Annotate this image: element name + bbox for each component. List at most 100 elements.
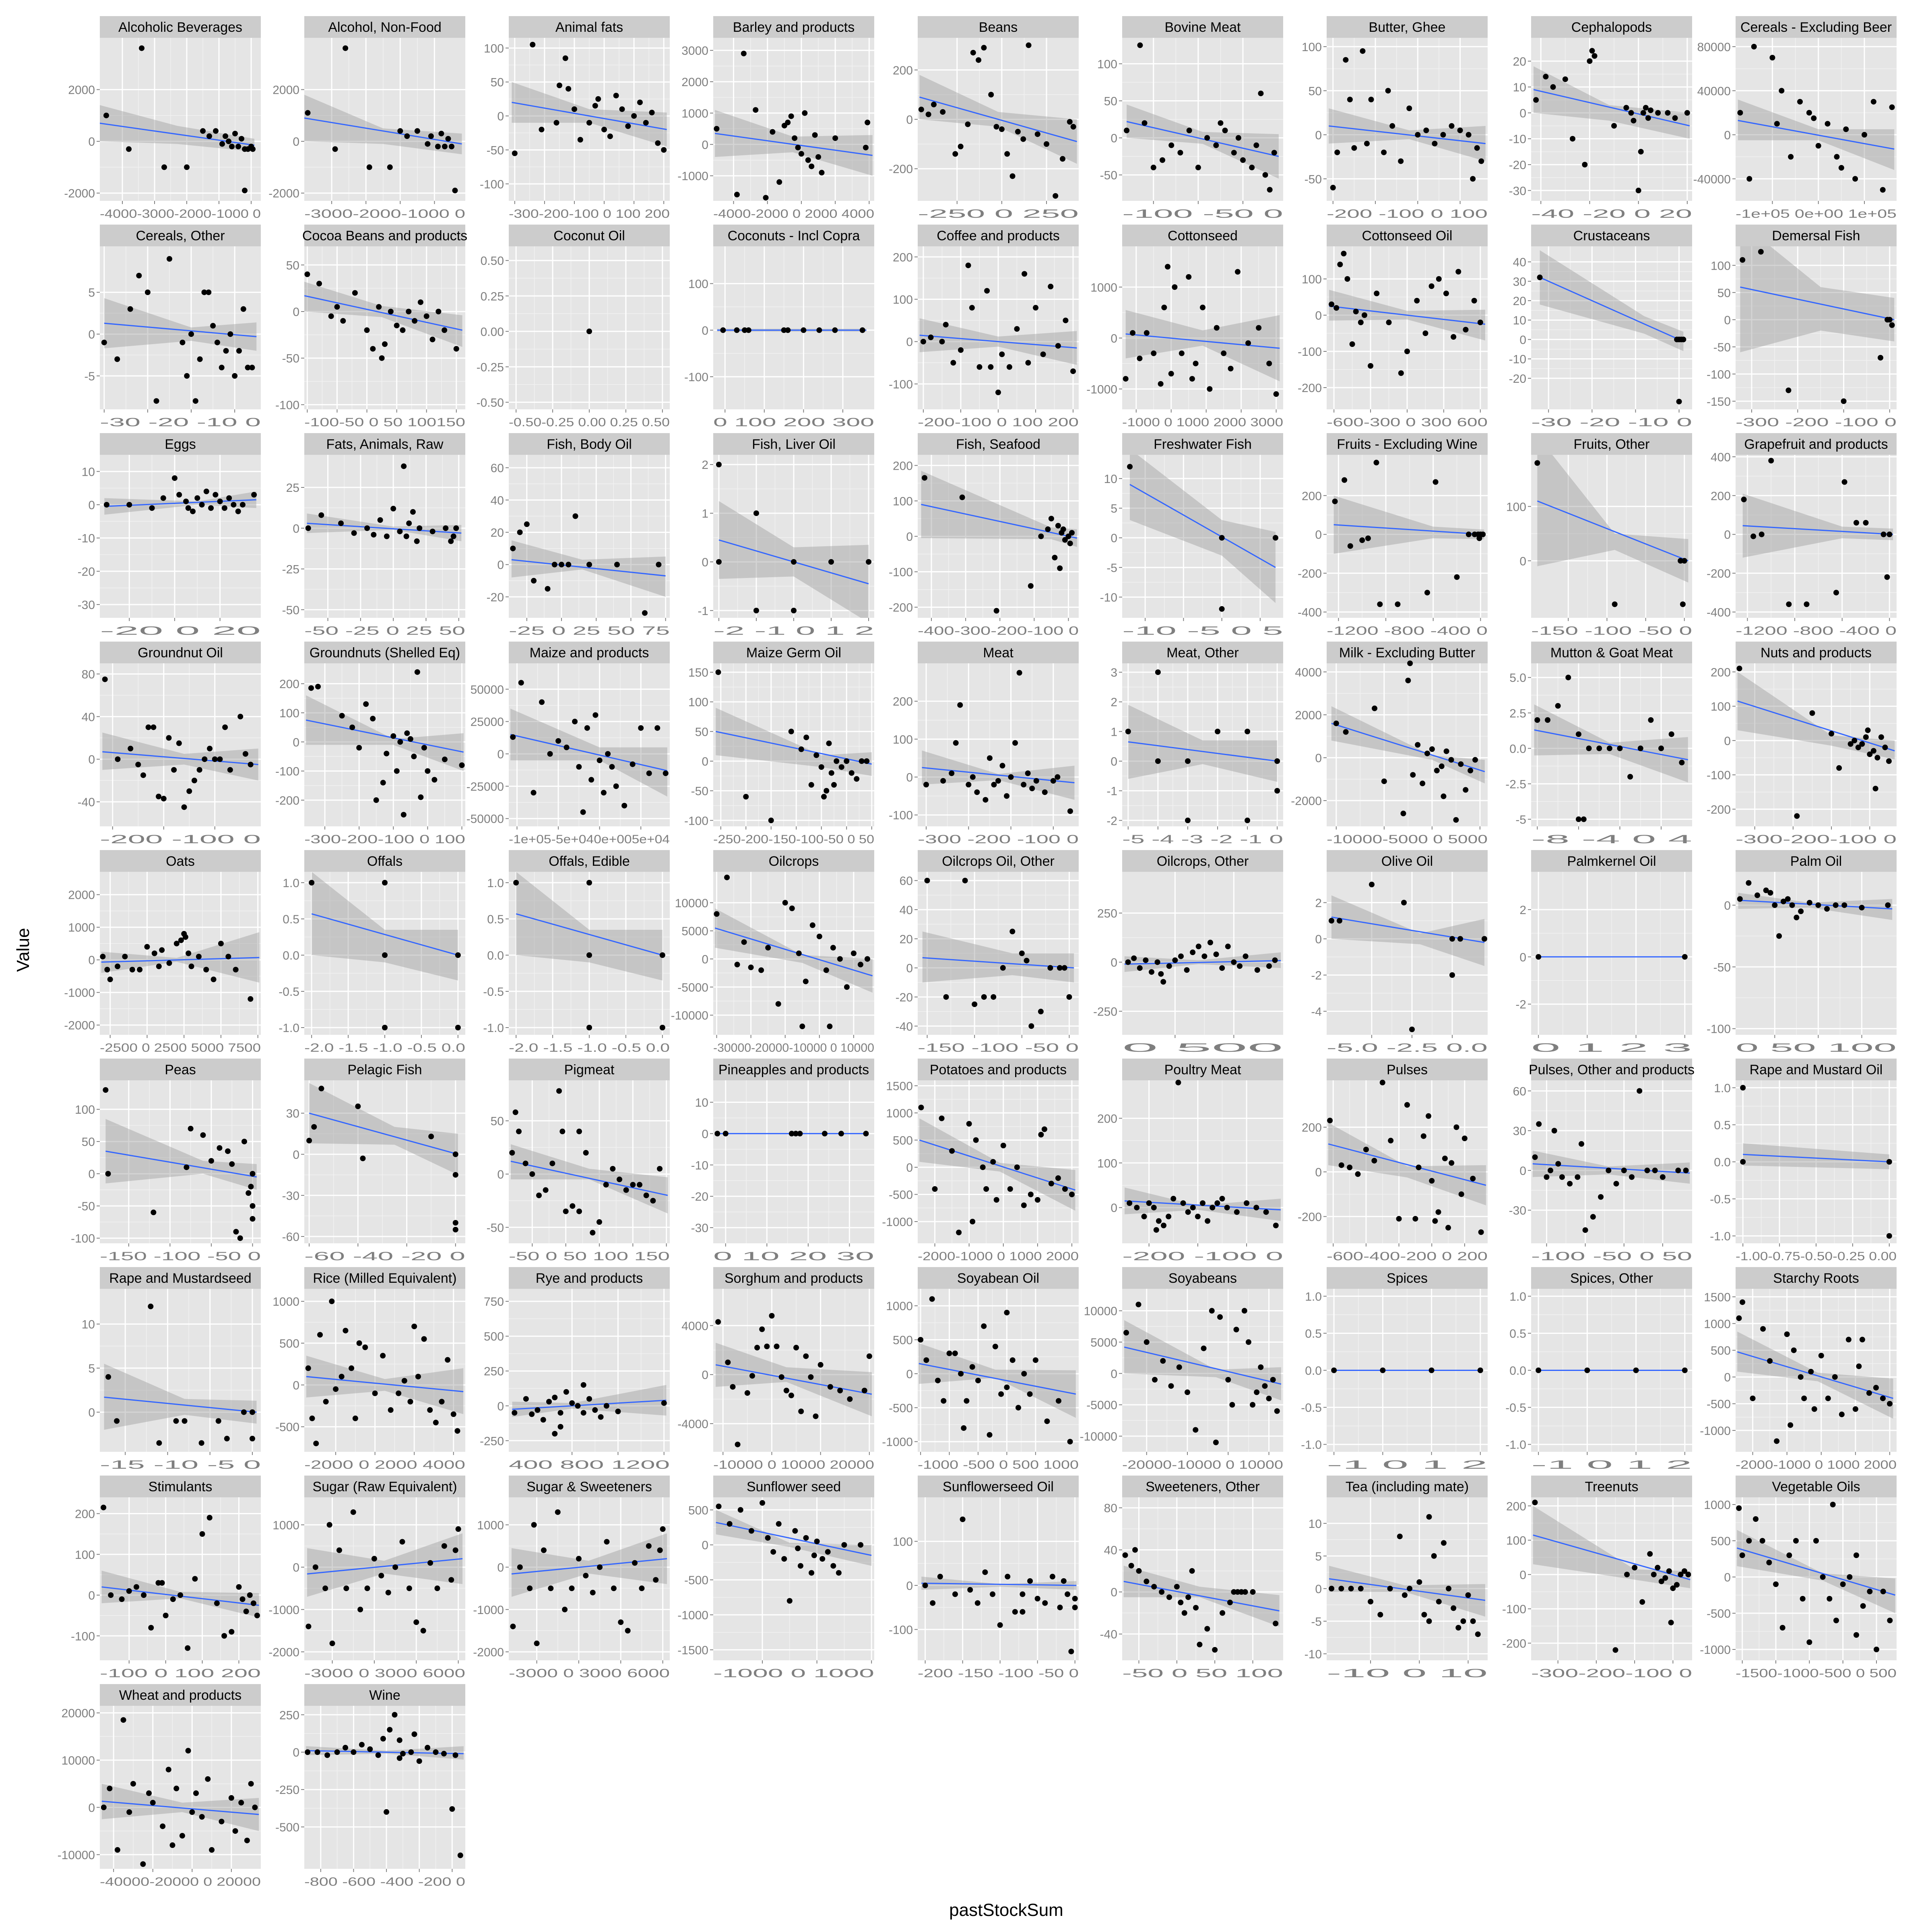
facet-title: Alcohol, Non-Food [328,20,442,35]
data-point [1407,661,1413,666]
y-tick-label: -0.25 [477,361,504,374]
facet-title: Maize Germ Oil [746,645,841,661]
data-point [128,745,134,751]
y-tick-label: 2.5 [1509,707,1526,720]
gridlines [713,1289,874,1452]
data-point [140,772,146,778]
data-point [421,745,427,751]
data-point [1880,1395,1886,1402]
data-point [950,360,956,366]
regression-line [921,504,1077,539]
data-point [818,764,824,770]
data-point [603,1182,609,1188]
y-tick-label: -200 [1298,382,1322,395]
data-point [313,1441,319,1447]
data-point [178,937,184,943]
y-tick-label: 0 [497,559,504,572]
panel-background [713,1289,874,1452]
y-tick-label: 1.0 [1714,1082,1731,1095]
data-point [551,561,557,568]
x-tick-labels: -40000-20000 0 20000 [100,1875,261,1889]
facet-strip [713,225,874,246]
facet-title: Starchy Roots [1773,1271,1859,1286]
data-point [799,1024,805,1030]
regression-line [306,1376,464,1392]
data-point [160,1823,166,1829]
x-tick-labels: -1 0 1 2 [1327,1458,1488,1472]
data-point [1024,958,1030,964]
facet-title: Offals [367,854,402,869]
data-point [1241,1308,1247,1314]
data-point [610,1166,616,1172]
data-point [1016,670,1022,676]
data-point [1681,558,1687,564]
data-point [306,1137,312,1144]
y-tick-label: 0 [497,1168,504,1181]
data-point [1008,774,1014,780]
y-tick-label: 10000 [62,1754,95,1767]
data-point [1254,1389,1260,1395]
y-tick-label: 0 [293,1746,299,1759]
data-point [569,1585,575,1591]
y-tick-label: 200 [1302,489,1322,503]
panel-background [918,663,1079,826]
data-point [1836,765,1842,771]
y-tick-label: -500 [275,1821,299,1834]
y-tick-label: 80000 [1697,41,1731,54]
y-tick-label: 0.00 [481,325,504,339]
data-point [1402,1592,1408,1598]
data-point [828,770,834,776]
facet-strip [1327,225,1488,246]
data-point [246,1190,252,1196]
y-tick-label: 60 [1513,1085,1526,1098]
y-tick-label: -100 [684,371,708,384]
data-point [1443,748,1449,754]
data-point [832,135,838,141]
data-point [1841,398,1847,404]
data-point [433,1420,439,1426]
data-point [781,327,787,333]
data-point [769,1313,775,1319]
data-point [1334,149,1340,155]
data-point [387,1727,393,1733]
data-point [1197,1641,1203,1647]
data-point [227,767,233,773]
data-point [586,1396,592,1402]
data-point [724,874,730,880]
x-tick-labels: 0 1 2 3 [1531,1041,1692,1055]
facet-panel: Cocoa Beans and products-100-50050-100-5… [275,225,467,429]
panel-background [1122,1080,1283,1243]
data-point [1640,110,1646,116]
data-point [126,502,132,508]
gridlines [1327,663,1488,826]
data-point [1534,717,1540,723]
facet-title: Offals, Edible [549,854,630,869]
y-tick-label: 0 [88,1406,95,1419]
facet-title: Rye and products [536,1271,643,1286]
data-point [1832,1374,1838,1380]
data-point [1878,734,1884,740]
y-tick-label: 60 [900,875,913,888]
data-point [370,346,376,352]
data-point [1165,264,1171,270]
x-tick-labels: -1200 -800 -400 0 [1736,624,1897,638]
data-point [987,755,993,761]
data-point [161,164,167,170]
data-point [1042,1600,1048,1606]
data-point [1635,188,1641,194]
panel-background [1736,1289,1897,1452]
y-tick-label: 200 [75,1508,95,1521]
x-tick-labels: -200-100 0 100 200 [918,416,1079,429]
data-point [827,1384,833,1390]
data-point [217,756,223,762]
data-point [455,1526,461,1532]
y-tick-label: 0 [702,138,708,152]
gridlines [1531,38,1692,201]
gridlines [509,663,670,826]
facet-strip [1122,225,1283,246]
y-tick-label: 1.0 [283,877,299,890]
data-point [1815,143,1821,149]
data-point [105,1171,111,1177]
